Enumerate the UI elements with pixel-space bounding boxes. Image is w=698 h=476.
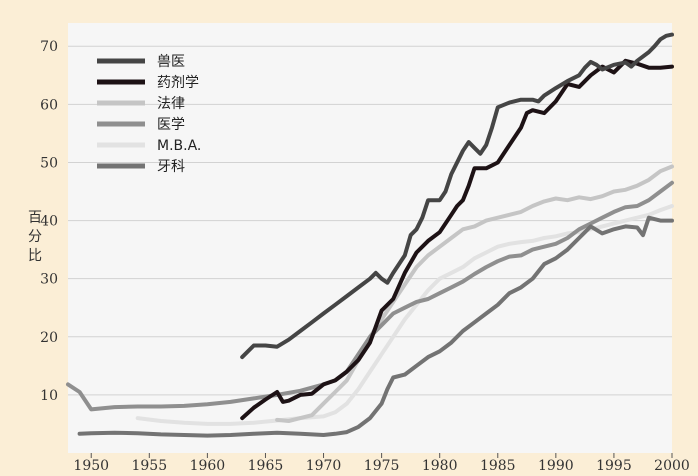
legend-label: 法律: [157, 96, 185, 112]
x-tick-label: 2000: [654, 458, 690, 474]
series-lines: [66, 32, 674, 438]
legend-label: 兽医: [157, 54, 185, 70]
legend-label: 药剂学: [157, 75, 199, 91]
series-line-0: [240, 32, 674, 360]
series-line-3: [66, 180, 674, 412]
y-tick-label: 70: [40, 39, 58, 55]
x-tick-label: 1995: [596, 458, 632, 474]
x-tick-label: 1975: [364, 458, 400, 474]
legend-label: 牙科: [157, 159, 185, 175]
x-tick-label: 1955: [131, 458, 167, 474]
y-tick-label: 20: [40, 330, 58, 346]
series-line-5: [77, 215, 674, 438]
x-tick-label: 1985: [480, 458, 516, 474]
legend-label: 医学: [157, 117, 185, 133]
x-tick-label: 1980: [422, 458, 458, 474]
y-tick-label: 40: [40, 214, 58, 230]
series-line-2: [275, 164, 674, 423]
x-axis-ticks: 1950 1955 1960 1965 1970 1975 1980 1985 1990 1995…: [73, 453, 690, 474]
x-tick-label: 1965: [248, 458, 284, 474]
x-tick-label: 1990: [538, 458, 574, 474]
x-tick-label: 1970: [306, 458, 342, 474]
y-tick-label: 50: [40, 155, 58, 171]
x-tick-label: 1960: [190, 458, 226, 474]
plot-background: [68, 23, 672, 453]
x-tick-label: 1950: [73, 458, 109, 474]
series-line-1: [240, 58, 674, 421]
y-tick-label: 30: [40, 272, 58, 288]
y-axis-label: 百分比: [28, 210, 42, 264]
legend-label: M.B.A.: [157, 138, 201, 154]
y-axis-ticks: 10 20 30 40 50 60 70: [40, 39, 58, 404]
y-tick-label: 60: [40, 97, 58, 113]
y-tick-label: 10: [40, 388, 58, 404]
